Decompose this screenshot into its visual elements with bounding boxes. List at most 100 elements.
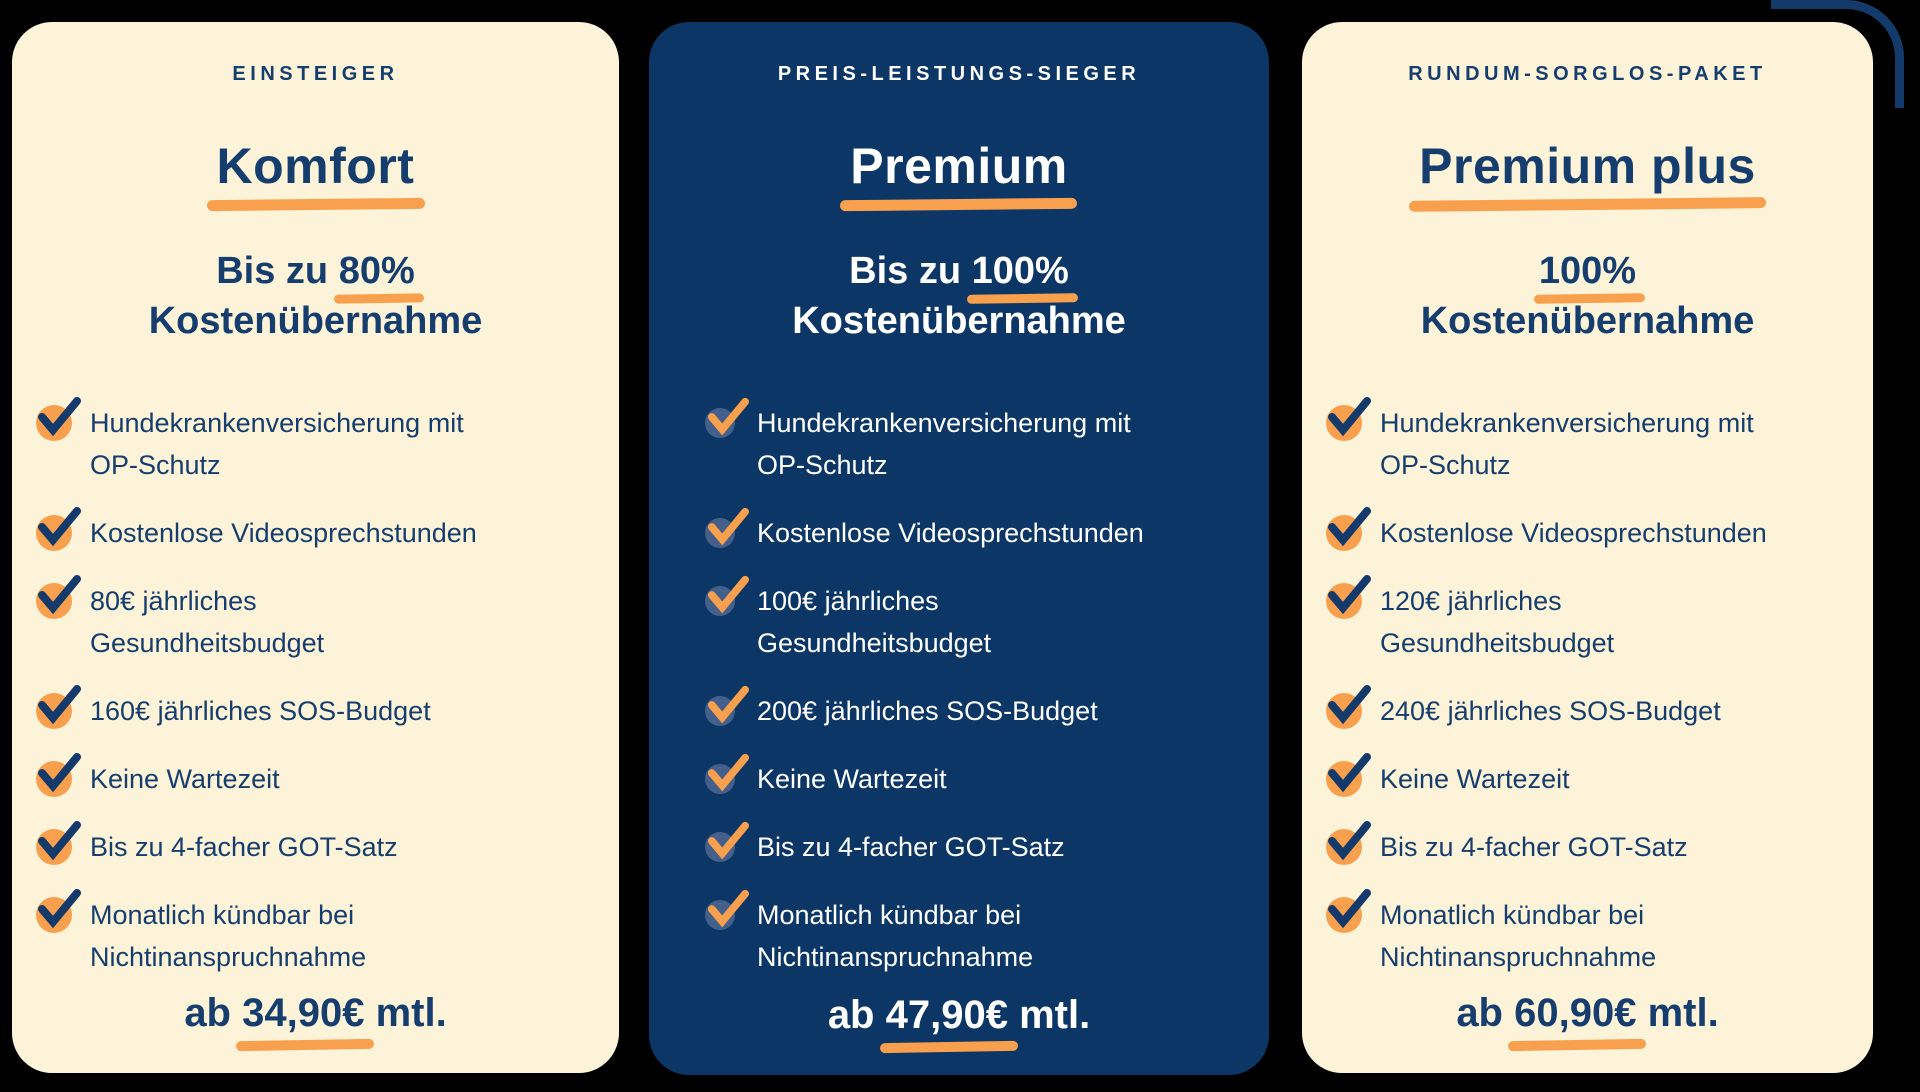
feature-item: Hundekrankenversicherung mit OP-Schutz <box>1326 397 1863 486</box>
feature-item: Kostenlose Videosprechstunden <box>36 507 609 554</box>
check-icon <box>36 507 81 551</box>
feature-text: Kostenlose Videosprechstunden <box>90 518 477 548</box>
plan-card-premium: PREIS-LEISTUNGS-SIEGER Premium Bis zu 10… <box>649 22 1269 1075</box>
feature-text: 120€ jährliches Gesundheitsbudget <box>1380 586 1615 658</box>
feature-text: 100€ jährliches Gesundheitsbudget <box>757 586 992 658</box>
feature-text: Hundekrankenversicherung mit OP-Schutz <box>90 408 464 480</box>
price-prefix: ab <box>1456 991 1515 1035</box>
plan-title-wrap: Premium <box>840 138 1078 212</box>
feature-list: Hundekrankenversicherung mit OP-Schutz Ko… <box>649 397 1269 978</box>
feature-item: Bis zu 4-facher GOT-Satz <box>705 821 1259 868</box>
feature-item: 120€ jährliches Gesundheitsbudget <box>1326 575 1863 664</box>
check-icon <box>705 753 750 794</box>
feature-item: Kostenlose Videosprechstunden <box>1326 507 1863 554</box>
feature-text: Monatlich kündbar bei Nichtinanspruchnahm… <box>90 900 367 972</box>
feature-item: Keine Wartezeit <box>705 753 1259 800</box>
check-icon <box>1326 685 1371 729</box>
feature-item: Hundekrankenversicherung mit OP-Schutz <box>705 397 1259 486</box>
check-icon <box>1326 397 1371 441</box>
feature-item: 80€ jährliches Gesundheitsbudget <box>36 575 609 664</box>
feature-text: 80€ jährliches Gesundheitsbudget <box>90 586 325 658</box>
feature-text: Kostenlose Videosprechstunden <box>1380 518 1767 548</box>
feature-text: Bis zu 4-facher GOT-Satz <box>757 832 1065 862</box>
plan-tagline: RUNDUM-SORGLOS-PAKET <box>1408 63 1767 85</box>
feature-text: Keine Wartezeit <box>757 764 947 794</box>
check-icon <box>705 397 750 438</box>
coverage-subtitle: Bis zu 100% Kostenübernahme <box>792 246 1126 346</box>
check-icon <box>36 821 81 865</box>
feature-item: Monatlich kündbar bei Nichtinanspruchnahm… <box>36 889 609 978</box>
check-icon <box>1326 507 1371 551</box>
check-icon <box>705 821 750 862</box>
feature-item: 160€ jährliches SOS-Budget <box>36 685 609 732</box>
price-prefix: ab <box>184 991 243 1035</box>
check-icon <box>705 507 750 548</box>
plan-card-premium-plus: RUNDUM-SORGLOS-PAKET Premium plus 100% K… <box>1302 22 1873 1073</box>
check-icon <box>36 753 81 797</box>
price-underline <box>236 1038 375 1052</box>
price-prefix: ab <box>827 993 886 1037</box>
check-icon <box>705 889 750 930</box>
price-amount: 34,90€ <box>242 991 365 1035</box>
plan-card-komfort: EINSTEIGER Komfort Bis zu 80% Kostenüber… <box>12 22 619 1073</box>
price-suffix: mtl. <box>1636 991 1719 1035</box>
coverage-highlight: 100% <box>971 250 1069 292</box>
title-underline <box>1409 197 1766 212</box>
price: ab 34,90€ mtl. <box>184 989 447 1052</box>
coverage-highlight: 80% <box>338 250 415 292</box>
feature-text: Keine Wartezeit <box>90 764 280 794</box>
plan-title-wrap: Komfort <box>206 138 425 212</box>
check-icon <box>1326 821 1371 865</box>
check-icon <box>705 575 750 616</box>
plan-title: Premium <box>850 138 1068 194</box>
coverage-prefix: Bis zu <box>216 250 339 292</box>
feature-item: 240€ jährliches SOS-Budget <box>1326 685 1863 732</box>
plan-tagline: PREIS-LEISTUNGS-SIEGER <box>777 63 1141 85</box>
plan-tagline: EINSTEIGER <box>232 63 399 85</box>
coverage-subtitle: 100% Kostenübernahme <box>1421 246 1755 346</box>
feature-item: Hundekrankenversicherung mit OP-Schutz <box>36 397 609 486</box>
check-icon <box>705 685 750 726</box>
feature-item: Keine Wartezeit <box>36 753 609 800</box>
check-icon <box>1326 889 1371 933</box>
price: ab 60,90€ mtl. <box>1456 989 1719 1052</box>
feature-item: Monatlich kündbar bei Nichtinanspruchnahm… <box>705 889 1259 978</box>
price-suffix: mtl. <box>364 991 447 1035</box>
plan-title: Komfort <box>216 138 415 194</box>
plan-title-wrap: Premium plus <box>1409 138 1766 212</box>
feature-list: Hundekrankenversicherung mit OP-Schutz Ko… <box>1302 397 1873 978</box>
check-icon <box>36 685 81 729</box>
feature-item: 100€ jährliches Gesundheitsbudget <box>705 575 1259 664</box>
plan-title: Premium plus <box>1419 138 1756 194</box>
feature-text: 200€ jährliches SOS-Budget <box>757 696 1098 726</box>
feature-text: Bis zu 4-facher GOT-Satz <box>90 832 398 862</box>
feature-item: Bis zu 4-facher GOT-Satz <box>36 821 609 868</box>
title-underline <box>206 197 425 212</box>
feature-item: 200€ jährliches SOS-Budget <box>705 685 1259 732</box>
feature-text: Kostenlose Videosprechstunden <box>757 518 1144 548</box>
check-icon <box>36 575 81 619</box>
price-underline <box>879 1040 1019 1054</box>
feature-list: Hundekrankenversicherung mit OP-Schutz Ko… <box>12 397 619 978</box>
check-icon <box>1326 753 1371 797</box>
price-amount: 47,90€ <box>885 993 1008 1037</box>
feature-text: Hundekrankenversicherung mit OP-Schutz <box>757 408 1131 480</box>
price-underline <box>1508 1038 1647 1052</box>
price-amount: 60,90€ <box>1514 991 1637 1035</box>
feature-text: 160€ jährliches SOS-Budget <box>90 696 431 726</box>
check-icon <box>36 397 81 441</box>
coverage-line2: Kostenübernahme <box>792 300 1126 342</box>
title-underline <box>840 197 1078 212</box>
feature-item: Bis zu 4-facher GOT-Satz <box>1326 821 1863 868</box>
feature-text: Keine Wartezeit <box>1380 764 1570 794</box>
feature-text: 240€ jährliches SOS-Budget <box>1380 696 1721 726</box>
coverage-line1: 100% <box>1421 246 1755 304</box>
price-suffix: mtl. <box>1007 993 1091 1037</box>
feature-text: Bis zu 4-facher GOT-Satz <box>1380 832 1688 862</box>
check-icon <box>1326 575 1371 619</box>
coverage-highlight: 100% <box>1538 250 1637 292</box>
feature-text: Hundekrankenversicherung mit OP-Schutz <box>1380 408 1754 480</box>
coverage-prefix: Bis zu <box>849 250 972 292</box>
feature-item: Monatlich kündbar bei Nichtinanspruchnahm… <box>1326 889 1863 978</box>
